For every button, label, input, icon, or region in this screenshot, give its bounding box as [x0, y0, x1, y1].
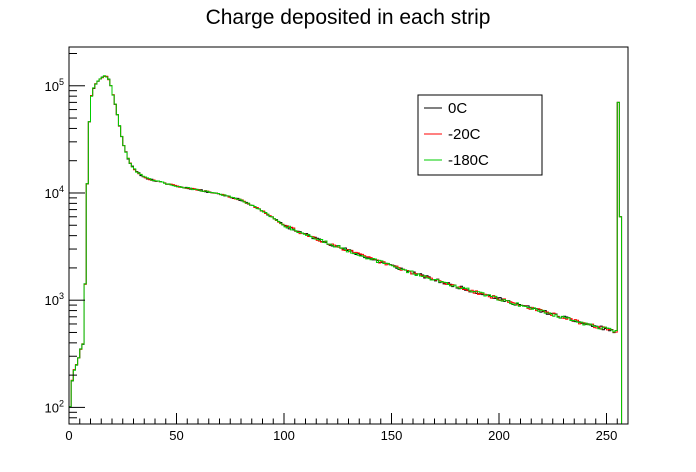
series-layer: [68, 75, 624, 425]
legend: 0C -20C -180C: [417, 94, 543, 176]
x-tick-label: 150: [381, 428, 403, 443]
chart-title: Charge deposited in each strip: [206, 6, 491, 29]
x-tick-label: 0: [65, 428, 72, 443]
x-tick-label: 200: [488, 428, 510, 443]
series-line-2: [68, 75, 624, 425]
legend-label-0: 0C: [448, 100, 467, 117]
plot-frame: [68, 46, 629, 425]
y-tick-label: 105: [45, 77, 64, 94]
x-tick-label: 50: [169, 428, 183, 443]
y-tick-label: 104: [45, 184, 64, 201]
y-tick-label: 103: [45, 291, 64, 308]
y-tick-label: 102: [45, 398, 64, 415]
y-axis: 102 103 104 105: [45, 53, 85, 425]
legend-label-2: -180C: [448, 152, 489, 169]
x-tick-label: 100: [273, 428, 295, 443]
x-axis: 0 50 100 150 200 250: [65, 413, 629, 443]
x-tick-label: 250: [596, 428, 618, 443]
legend-label-1: -20C: [448, 126, 481, 143]
